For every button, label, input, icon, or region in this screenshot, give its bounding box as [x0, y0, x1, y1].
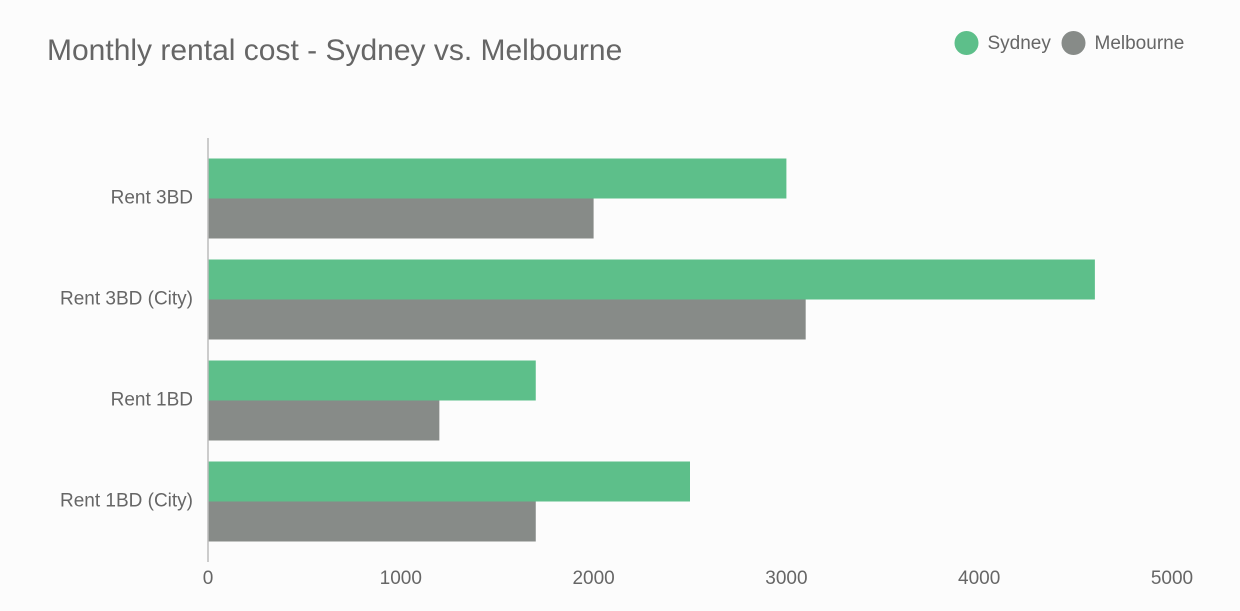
bar [208, 299, 806, 340]
x-tick-label: 1000 [380, 568, 422, 589]
y-tick-label: Rent 1BD (City) [60, 491, 193, 512]
bar [208, 501, 536, 542]
y-tick-label: Rent 3BD (City) [60, 289, 193, 310]
x-tick-label: 2000 [572, 568, 614, 589]
chart-title: Monthly rental cost - Sydney vs. Melbour… [47, 34, 622, 67]
legend-swatch [1061, 31, 1086, 55]
legend-swatch [954, 31, 979, 55]
bar [208, 461, 690, 502]
x-tick-label: 3000 [765, 568, 807, 589]
x-tick-label: 4000 [958, 568, 1000, 589]
x-tick-label: 5000 [1151, 568, 1193, 589]
bar [208, 400, 440, 441]
x-tick-label: 0 [203, 568, 214, 589]
bar [208, 198, 594, 239]
bar [208, 259, 1095, 300]
bar [208, 158, 787, 199]
legend-label: Melbourne [1095, 33, 1185, 54]
bar [208, 360, 536, 401]
y-tick-label: Rent 3BD [111, 188, 193, 209]
legend-label: Sydney [988, 33, 1052, 54]
y-tick-label: Rent 1BD [111, 390, 193, 411]
